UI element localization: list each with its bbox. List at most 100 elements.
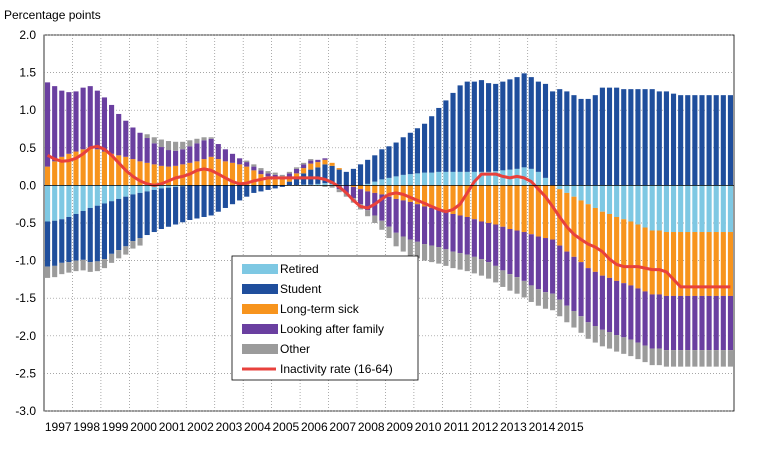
bar-student <box>670 93 677 186</box>
bar-retired <box>606 185 613 214</box>
bar-long-term-sick <box>500 185 506 227</box>
bar-long-term-sick <box>599 211 605 276</box>
bar-retired <box>87 185 93 208</box>
bar-looking-after-family <box>386 196 392 227</box>
bar-student <box>464 81 470 172</box>
y-axis-title: Percentage points <box>4 8 101 22</box>
bar-looking-after-family <box>194 143 200 162</box>
x-tick-label: 2001 <box>159 420 186 434</box>
bar-student <box>699 95 705 186</box>
bar-student <box>87 207 93 263</box>
bar-student <box>137 192 143 239</box>
bar-other <box>372 215 378 223</box>
bar-other <box>429 245 435 263</box>
bar-student <box>52 220 58 266</box>
bar-student <box>614 87 620 186</box>
bar-looking-after-family <box>80 87 86 150</box>
bar-long-term-sick <box>173 165 179 186</box>
y-tick-label: -2.5 <box>15 366 36 380</box>
bar-other <box>187 140 193 147</box>
bar-other <box>386 226 392 239</box>
bar-other <box>66 262 72 273</box>
bar-long-term-sick <box>592 207 598 272</box>
bar-long-term-sick <box>308 163 314 170</box>
bar-long-term-sick <box>692 232 698 296</box>
bar-other <box>542 292 549 309</box>
bar-looking-after-family <box>486 223 492 263</box>
bar-looking-after-family <box>535 236 541 290</box>
bar-retired <box>713 185 719 233</box>
bar-long-term-sick <box>443 185 449 212</box>
inactivity-line <box>46 144 731 289</box>
bar-other <box>436 247 442 264</box>
bar-student <box>400 137 406 175</box>
bar-student <box>322 164 328 184</box>
bar-long-term-sick <box>237 164 243 186</box>
bar-student <box>343 171 349 186</box>
bar-student <box>237 185 243 201</box>
bar-looking-after-family <box>656 294 662 349</box>
bar-student <box>585 98 591 186</box>
bar-other <box>557 299 563 317</box>
bar-long-term-sick <box>350 185 356 187</box>
bar-retired <box>578 185 584 201</box>
bar-retired <box>450 171 456 186</box>
bar-other <box>550 293 556 311</box>
bar-other <box>194 138 200 144</box>
bar-looking-after-family <box>123 120 129 157</box>
bar-retired <box>144 185 150 192</box>
bar-looking-after-family <box>393 198 399 233</box>
bar-retired <box>628 185 634 222</box>
bar-student <box>109 201 115 254</box>
bar-retired <box>692 185 698 233</box>
bar-student <box>535 81 541 172</box>
bar-looking-after-family <box>73 91 79 152</box>
bar-series <box>44 73 734 367</box>
bar-long-term-sick <box>571 196 577 257</box>
bar-student <box>514 77 520 169</box>
bar-long-term-sick <box>699 232 705 296</box>
bar-student <box>656 91 662 186</box>
y-tick-label: 0.0 <box>19 178 36 192</box>
bar-student <box>80 210 86 260</box>
bar-student <box>550 91 556 186</box>
bar-other <box>528 285 534 302</box>
bar-looking-after-family <box>173 150 179 166</box>
bar-student <box>635 89 641 186</box>
bar-looking-after-family <box>706 295 712 351</box>
bar-long-term-sick <box>635 224 641 289</box>
bar-looking-after-family <box>350 186 356 199</box>
bar-looking-after-family <box>685 295 691 351</box>
bar-other <box>635 342 641 360</box>
bar-long-term-sick <box>87 147 93 186</box>
bar-other <box>52 265 58 278</box>
bar-other <box>258 168 264 171</box>
bar-long-term-sick <box>507 185 513 230</box>
bar-looking-after-family <box>414 204 421 242</box>
bar-student <box>713 95 719 186</box>
bar-retired <box>727 185 734 233</box>
bar-looking-after-family <box>727 295 734 351</box>
bar-retired <box>642 185 648 228</box>
bar-retired <box>528 168 534 186</box>
bar-retired <box>315 183 321 186</box>
bar-long-term-sick <box>478 185 485 222</box>
bar-long-term-sick <box>272 177 278 186</box>
bar-looking-after-family <box>59 90 65 157</box>
bar-student <box>208 185 214 216</box>
bar-student <box>457 85 463 172</box>
legend-label: Student <box>280 282 322 296</box>
bar-other <box>116 250 122 259</box>
bar-long-term-sick <box>471 185 477 220</box>
bar-looking-after-family <box>678 295 684 351</box>
bar-long-term-sick <box>80 149 86 186</box>
bar-other <box>393 232 399 247</box>
x-tick-label: 2002 <box>187 420 214 434</box>
bar-looking-after-family <box>585 268 591 323</box>
bar-long-term-sick <box>422 185 428 207</box>
bar-long-term-sick <box>301 168 307 174</box>
bar-long-term-sick <box>144 162 150 186</box>
bar-looking-after-family <box>635 288 641 343</box>
bar-long-term-sick <box>251 170 257 186</box>
